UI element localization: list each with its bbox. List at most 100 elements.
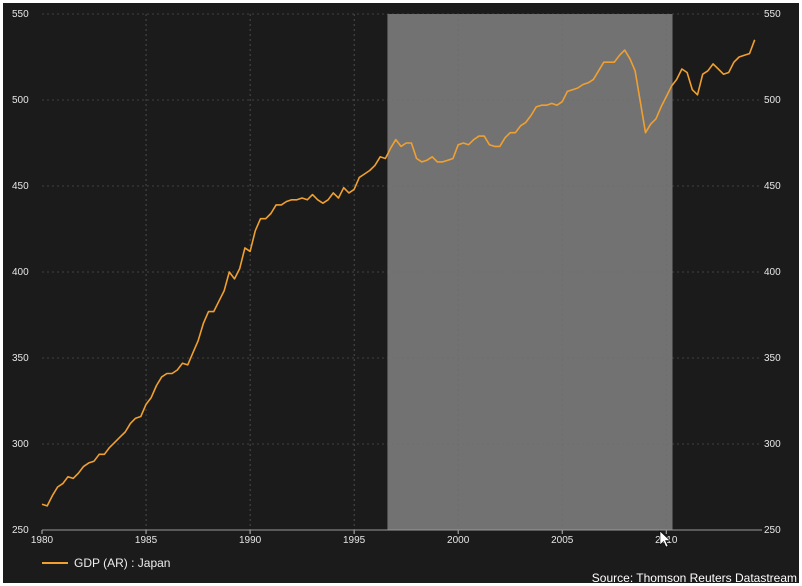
data-point bbox=[618, 54, 620, 56]
y-tick-label-left: 350 bbox=[12, 353, 29, 364]
y-tick-label-left: 500 bbox=[12, 95, 29, 106]
data-point bbox=[634, 70, 636, 72]
data-point bbox=[733, 61, 735, 63]
data-point bbox=[337, 197, 339, 199]
data-point bbox=[436, 161, 438, 163]
data-point bbox=[686, 71, 688, 73]
data-point bbox=[389, 147, 391, 149]
legend-label: GDP (AR) : Japan bbox=[74, 556, 170, 570]
data-point bbox=[499, 145, 501, 147]
data-point bbox=[483, 135, 485, 137]
data-point bbox=[577, 87, 579, 89]
data-point bbox=[556, 104, 558, 106]
data-point bbox=[603, 61, 605, 63]
data-point bbox=[244, 247, 246, 249]
data-point bbox=[166, 372, 168, 374]
data-point bbox=[129, 422, 131, 424]
data-point bbox=[415, 157, 417, 159]
data-point bbox=[696, 94, 698, 96]
data-point bbox=[186, 364, 188, 366]
data-point bbox=[660, 106, 662, 108]
data-point bbox=[228, 271, 230, 273]
data-point bbox=[176, 369, 178, 371]
data-point bbox=[82, 465, 84, 467]
x-tick-label: 1985 bbox=[135, 535, 158, 546]
data-point bbox=[363, 173, 365, 175]
data-point bbox=[722, 73, 724, 75]
data-point bbox=[655, 118, 657, 120]
y-tick-label-right: 300 bbox=[764, 439, 781, 450]
data-point bbox=[426, 159, 428, 161]
data-point bbox=[56, 486, 58, 488]
data-point bbox=[233, 278, 235, 280]
data-point bbox=[675, 78, 677, 80]
y-tick-label-left: 550 bbox=[12, 9, 29, 20]
data-point bbox=[280, 204, 282, 206]
y-tick-label-right: 400 bbox=[764, 267, 781, 278]
data-point bbox=[493, 145, 495, 147]
data-point bbox=[114, 441, 116, 443]
data-point bbox=[488, 144, 490, 146]
data-point bbox=[582, 83, 584, 85]
data-point bbox=[238, 267, 240, 269]
mouse-cursor-icon bbox=[659, 530, 671, 548]
data-point bbox=[545, 104, 547, 106]
data-point bbox=[249, 250, 251, 252]
data-point bbox=[197, 340, 199, 342]
data-point bbox=[457, 144, 459, 146]
data-point bbox=[421, 161, 423, 163]
data-point bbox=[72, 477, 74, 479]
data-point bbox=[540, 104, 542, 106]
data-point bbox=[410, 142, 412, 144]
data-point bbox=[639, 101, 641, 103]
data-point bbox=[332, 192, 334, 194]
data-point bbox=[379, 156, 381, 158]
data-point bbox=[62, 482, 64, 484]
data-point bbox=[353, 188, 355, 190]
data-point bbox=[629, 58, 631, 60]
data-point bbox=[98, 453, 100, 455]
data-point bbox=[306, 199, 308, 201]
data-point bbox=[644, 131, 646, 133]
data-point bbox=[124, 431, 126, 433]
data-point bbox=[467, 144, 469, 146]
data-point bbox=[254, 230, 256, 232]
data-point bbox=[77, 472, 79, 474]
x-tick-label: 2005 bbox=[551, 535, 574, 546]
data-point bbox=[285, 200, 287, 202]
data-point bbox=[571, 88, 573, 90]
y-tick-label-right: 350 bbox=[764, 353, 781, 364]
shaded-region bbox=[387, 14, 673, 530]
data-point bbox=[530, 114, 532, 116]
x-tick-label: 1990 bbox=[239, 535, 262, 546]
data-point bbox=[551, 102, 553, 104]
data-point bbox=[452, 157, 454, 159]
data-point bbox=[400, 145, 402, 147]
data-point bbox=[291, 199, 293, 201]
data-point bbox=[681, 68, 683, 70]
data-point bbox=[327, 199, 329, 201]
data-point bbox=[270, 212, 272, 214]
data-point bbox=[103, 453, 105, 455]
data-point bbox=[301, 197, 303, 199]
data-point bbox=[259, 217, 261, 219]
source-note: Source: Thomson Reuters Datastream bbox=[592, 571, 797, 585]
x-tick-label: 1995 bbox=[343, 535, 366, 546]
data-point bbox=[145, 403, 147, 405]
data-point bbox=[504, 137, 506, 139]
data-point bbox=[535, 106, 537, 108]
data-point bbox=[384, 157, 386, 159]
data-point bbox=[712, 63, 714, 65]
data-point bbox=[592, 78, 594, 80]
data-point bbox=[223, 290, 225, 292]
data-point bbox=[181, 362, 183, 364]
data-point bbox=[93, 460, 95, 462]
data-point bbox=[119, 436, 121, 438]
data-point bbox=[441, 161, 443, 163]
y-tick-label-left: 300 bbox=[12, 439, 29, 450]
data-point bbox=[728, 71, 730, 73]
data-point bbox=[207, 310, 209, 312]
data-point bbox=[322, 202, 324, 204]
